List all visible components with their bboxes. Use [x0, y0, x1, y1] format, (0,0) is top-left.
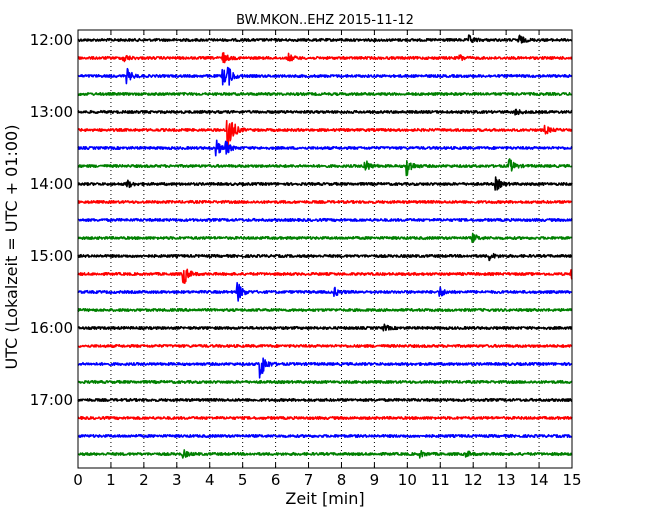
trace-line: [77, 252, 573, 262]
trace-line: [77, 379, 573, 385]
trace-line: [77, 108, 573, 116]
x-tick-label: 8: [337, 471, 347, 489]
trace-line: [77, 34, 573, 44]
y-tick-label: 16:00: [30, 319, 73, 337]
x-tick-label: 11: [431, 471, 450, 489]
x-tick-label: 2: [139, 471, 149, 489]
trace-line: [77, 176, 573, 191]
x-tick-label: 3: [172, 471, 182, 489]
trace-line: [77, 307, 573, 313]
x-tick-label: 15: [562, 471, 581, 489]
y-axis-label: UTC (Lokalzeit = UTC + 01:00): [2, 125, 21, 370]
trace-line: [77, 158, 573, 177]
chart-title: BW.MKON..EHZ 2015-11-12: [236, 13, 414, 28]
traces: [77, 34, 573, 459]
trace-line: [77, 415, 573, 421]
trace-line: [77, 323, 573, 332]
x-tick-label: 12: [464, 471, 483, 489]
x-axis-label: Zeit [min]: [285, 489, 364, 508]
trace-line: [77, 281, 573, 302]
y-tick-label: 12:00: [30, 31, 73, 49]
x-tick-label: 13: [497, 471, 516, 489]
trace-line: [77, 119, 573, 150]
x-tick-label: 1: [106, 471, 116, 489]
x-tick-label: 7: [304, 471, 314, 489]
plot-frame: [77, 29, 573, 469]
trace-line: [77, 66, 573, 86]
x-tick-label: 5: [238, 471, 248, 489]
y-tick-label: 13:00: [30, 103, 73, 121]
trace-line: [77, 357, 573, 379]
trace-line: [77, 343, 573, 349]
y-tick-label: 14:00: [30, 175, 73, 193]
x-axis: 0 1 2 3 4 5 6 7 8 9 10 11 12 13 14 15: [73, 30, 582, 489]
trace-line: [77, 397, 573, 403]
trace-line: [77, 433, 573, 439]
x-tick-label: 4: [205, 471, 215, 489]
x-tick-label: 14: [530, 471, 549, 489]
trace-line: [77, 91, 573, 97]
y-tick-label: 15:00: [30, 247, 73, 265]
trace-line: [77, 268, 573, 284]
x-tick-label: 9: [370, 471, 380, 489]
trace-line: [77, 52, 573, 64]
y-axis: 12:00 13:00 14:00 15:00 16:00 17:00: [30, 31, 572, 409]
x-tick-label: 10: [398, 471, 417, 489]
x-tick-label: 6: [271, 471, 281, 489]
trace-line: [77, 139, 573, 157]
trace-line: [77, 232, 573, 244]
trace-line: [77, 449, 573, 459]
trace-line: [77, 217, 573, 223]
y-tick-label: 17:00: [30, 391, 73, 409]
trace-line: [77, 199, 573, 205]
x-tick-label: 0: [73, 471, 83, 489]
